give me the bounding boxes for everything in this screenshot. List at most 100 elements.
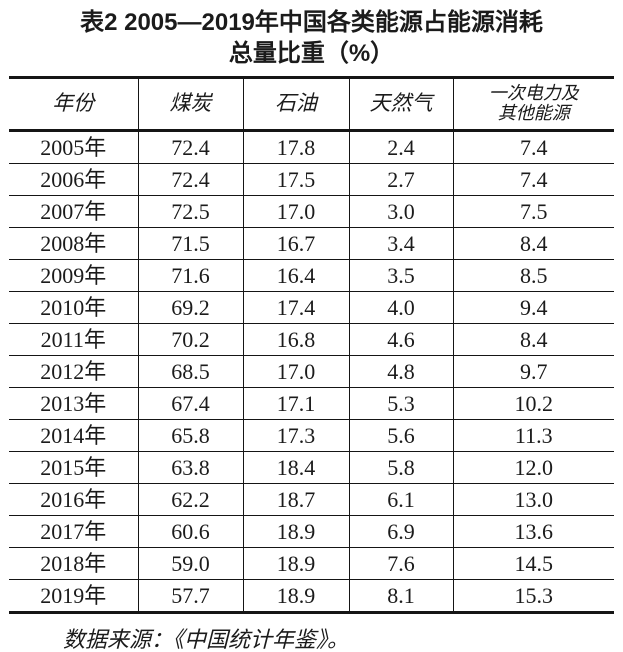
table-row: 2019年 57.7 18.9 8.1 15.3 [9,579,614,613]
column-header: 石油 [242,77,349,131]
value-cell: 7.4 [452,163,614,196]
value-cell: 9.7 [452,355,614,388]
value-cell: 67.4 [137,387,243,420]
value-cell: 72.4 [137,130,243,164]
value-cell: 18.9 [242,547,349,580]
table-head: 年份 煤炭 石油 天然气 一次电力及 其他能源 [9,77,614,131]
value-cell: 69.2 [137,291,243,324]
year-cell: 2009年 [40,263,107,288]
column-header-line: 一次电力及 [488,83,579,104]
value-cell: 13.6 [452,515,614,548]
table-row: 2015年 63.8 18.4 5.8 12.0 [9,451,614,484]
value-cell: 6.9 [348,515,453,548]
value-cell: 72.5 [137,195,243,228]
value-cell: 4.6 [348,323,453,356]
year-cell: 2011年 [40,327,106,352]
value-cell: 11.3 [452,419,614,452]
column-header-line: 天然气 [369,91,433,116]
value-cell: 17.0 [242,195,349,228]
value-cell: 3.0 [348,195,453,228]
value-cell: 8.1 [348,579,453,613]
value-cell: 2.7 [348,163,453,196]
table-row: 2018年 59.0 18.9 7.6 14.5 [9,547,614,580]
column-header: 一次电力及 其他能源 [452,77,614,131]
year-cell: 2014年 [40,423,107,448]
value-cell: 18.7 [242,483,349,516]
value-cell: 15.3 [452,579,614,613]
value-cell: 17.0 [242,355,349,388]
value-cell: 5.3 [348,387,453,420]
value-cell: 10.2 [452,387,614,420]
year-cell: 2012年 [40,359,107,384]
value-cell: 71.6 [137,259,243,292]
value-cell: 72.4 [137,163,243,196]
value-cell: 18.9 [242,515,349,548]
year-cell: 2007年 [40,199,107,224]
value-cell: 68.5 [137,355,243,388]
value-cell: 13.0 [452,483,614,516]
table-body: 2005年 72.4 17.8 2.4 7.4 2006年 72.4 17.5 2.7 7.4 20… [9,130,614,613]
column-header: 煤炭 [137,77,243,131]
value-cell: 4.0 [348,291,453,324]
table-row: 2017年 60.6 18.9 6.9 13.6 [9,515,614,548]
value-cell: 12.0 [452,451,614,484]
value-cell: 5.8 [348,451,453,484]
year-cell: 2017年 [40,519,107,544]
table-row: 2009年 71.6 16.4 3.5 8.5 [9,259,614,292]
value-cell: 59.0 [137,547,243,580]
value-cell: 8.4 [452,323,614,356]
data-source-note: 数据来源：《中国统计年鉴》。 [63,627,350,652]
year-cell: 2005年 [40,135,107,160]
column-header-line: 年份 [52,91,95,116]
table-row: 2006年 72.4 17.5 2.7 7.4 [9,163,614,196]
value-cell: 7.4 [452,130,614,164]
column-header: 年份 [9,78,138,131]
table-row: 2010年 69.2 17.4 4.0 9.4 [9,291,614,324]
value-cell: 4.8 [348,355,453,388]
value-cell: 7.5 [452,195,614,228]
value-cell: 5.6 [348,419,453,452]
table-title-line2: 总量比重（%） [228,40,395,67]
value-cell: 14.5 [452,547,614,580]
column-header-line: 其他能源 [497,103,570,123]
year-cell: 2006年 [40,167,107,192]
value-cell: 17.1 [242,387,349,420]
value-cell: 65.8 [137,419,243,452]
year-cell: 2013年 [40,391,107,416]
header-row: 年份 煤炭 石油 天然气 一次电力及 其他能源 [9,77,614,131]
value-cell: 17.8 [242,130,349,164]
value-cell: 8.5 [452,259,614,292]
value-cell: 6.1 [348,483,453,516]
table-row: 2005年 72.4 17.8 2.4 7.4 [9,130,614,164]
value-cell: 17.4 [242,291,349,324]
value-cell: 63.8 [137,451,243,484]
column-header-line: 石油 [275,91,317,116]
value-cell: 18.4 [242,451,349,484]
value-cell: 17.3 [242,419,349,452]
value-cell: 71.5 [137,227,243,260]
value-cell: 70.2 [137,323,243,356]
table-row: 2013年 67.4 17.1 5.3 10.2 [9,387,614,420]
year-cell: 2008年 [40,231,107,256]
value-cell: 3.4 [348,227,453,260]
value-cell: 8.4 [452,227,614,260]
table-row: 2008年 71.5 16.7 3.4 8.4 [9,227,614,260]
column-header-line: 煤炭 [169,91,212,116]
table-row: 2014年 65.8 17.3 5.6 11.3 [9,419,614,452]
value-cell: 9.4 [452,291,614,324]
value-cell: 18.9 [242,579,349,613]
value-cell: 7.6 [348,547,453,580]
value-cell: 62.2 [137,483,243,516]
value-cell: 60.6 [137,515,243,548]
table-row: 2012年 68.5 17.0 4.8 9.7 [9,355,614,388]
table-row: 2007年 72.5 17.0 3.0 7.5 [9,195,614,228]
value-cell: 3.5 [348,259,453,292]
table-row: 2016年 62.2 18.7 6.1 13.0 [9,483,614,516]
table-title-line1: 表2 2005—2019年中国各类能源占能源消耗 [80,9,543,36]
column-header: 天然气 [348,77,453,131]
table-title: 表2 2005—2019年中国各类能源占能源消耗 总量比重（%） [0,0,623,69]
year-cell: 2016年 [40,487,107,512]
energy-share-table: 年份 煤炭 石油 天然气 一次电力及 其他能源 2005年 72.4 17.8 2.4 7.4 20… [9,76,614,614]
year-cell: 2019年 [40,583,107,608]
